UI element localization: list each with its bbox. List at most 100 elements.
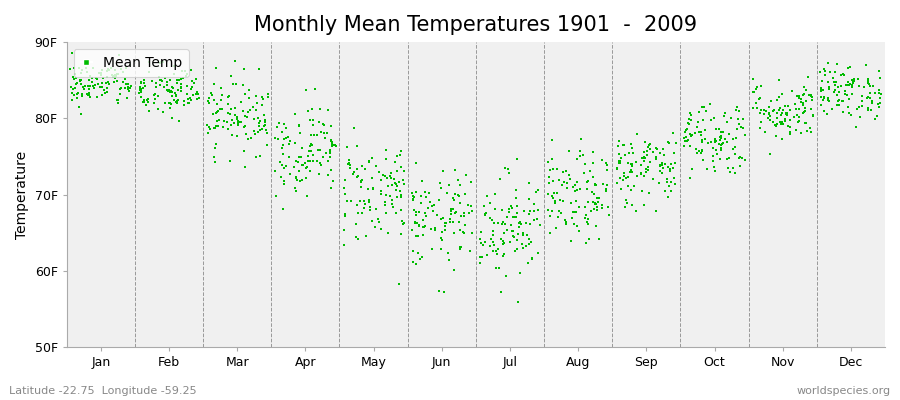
Point	[772, 77, 787, 84]
Point	[621, 160, 635, 166]
Point	[509, 187, 524, 193]
Point	[621, 183, 635, 190]
Point	[725, 146, 740, 152]
Point	[323, 146, 338, 153]
Point	[612, 158, 626, 164]
Point	[271, 136, 285, 143]
Point	[380, 175, 394, 181]
Point	[302, 116, 317, 123]
Point	[94, 72, 108, 78]
Point	[408, 219, 422, 225]
Point	[99, 80, 113, 86]
Point	[276, 136, 291, 142]
Point	[522, 180, 536, 186]
Point	[658, 188, 672, 194]
Point	[772, 94, 787, 100]
Point	[176, 98, 191, 104]
Point	[851, 103, 866, 110]
Point	[828, 87, 842, 93]
Point	[65, 50, 79, 56]
Point	[356, 163, 370, 169]
Point	[230, 122, 245, 128]
Point	[757, 111, 771, 117]
Point	[840, 92, 854, 98]
Point	[775, 136, 789, 142]
Point	[586, 198, 600, 205]
Point	[175, 68, 189, 75]
Point	[861, 76, 876, 83]
Point	[166, 70, 181, 77]
Point	[220, 110, 235, 116]
Point	[100, 88, 114, 95]
Point	[171, 96, 185, 103]
Point	[794, 130, 808, 136]
Point	[829, 92, 843, 98]
Point	[821, 97, 835, 104]
Point	[337, 185, 351, 192]
Point	[228, 58, 242, 65]
Point	[803, 125, 817, 132]
Point	[501, 170, 516, 176]
Point	[255, 94, 269, 100]
Point	[698, 127, 712, 134]
Point	[574, 136, 589, 142]
Point	[796, 92, 810, 98]
Point	[510, 299, 525, 305]
Point	[434, 234, 448, 241]
Point	[872, 68, 886, 74]
Point	[457, 230, 472, 236]
Point	[110, 96, 124, 103]
Point	[775, 90, 789, 97]
Point	[166, 96, 181, 103]
Point	[588, 200, 602, 206]
Point	[293, 178, 308, 184]
Point	[695, 137, 709, 143]
Point	[393, 194, 408, 200]
Point	[506, 228, 520, 234]
Point	[637, 154, 652, 161]
Point	[553, 176, 567, 183]
Point	[509, 203, 524, 209]
Point	[412, 256, 427, 262]
Point	[542, 173, 556, 180]
Point	[116, 79, 130, 85]
Point	[780, 110, 795, 116]
Point	[74, 77, 88, 83]
Point	[66, 86, 80, 92]
Point	[766, 118, 780, 125]
Point	[94, 84, 108, 90]
Point	[446, 206, 460, 212]
Point	[662, 140, 677, 146]
Point	[408, 220, 422, 226]
Point	[252, 118, 266, 124]
Point	[588, 181, 602, 187]
Point	[295, 176, 310, 183]
Point	[495, 253, 509, 260]
Point	[648, 145, 662, 152]
Point	[278, 163, 293, 169]
Point	[592, 195, 607, 201]
Point	[584, 208, 598, 214]
Point	[185, 84, 200, 90]
Point	[752, 124, 767, 131]
Point	[324, 122, 338, 129]
Point	[787, 114, 801, 120]
Point	[560, 185, 574, 191]
Point	[158, 75, 172, 82]
Point	[65, 90, 79, 96]
Point	[328, 143, 343, 149]
Point	[789, 127, 804, 134]
Point	[113, 91, 128, 97]
Point	[69, 80, 84, 86]
Point	[181, 96, 195, 102]
Point	[189, 90, 203, 97]
Point	[251, 115, 266, 121]
Point	[377, 198, 392, 205]
Point	[846, 78, 860, 85]
Point	[571, 186, 585, 193]
Point	[523, 208, 537, 215]
Point	[599, 188, 614, 194]
Point	[595, 157, 609, 163]
Point	[396, 168, 410, 174]
Point	[278, 134, 293, 141]
